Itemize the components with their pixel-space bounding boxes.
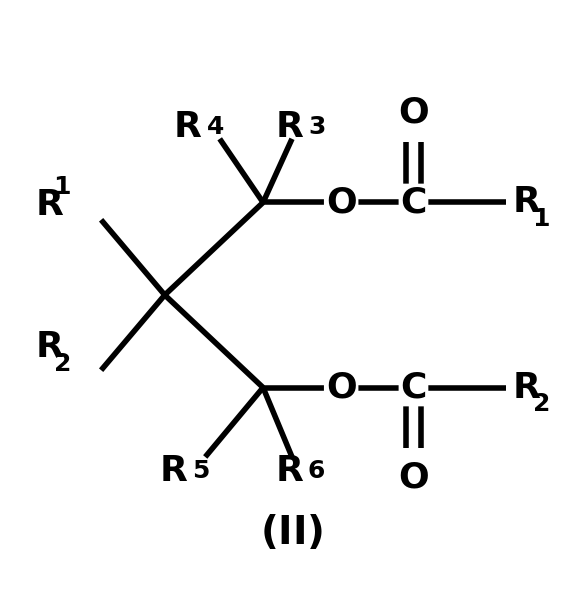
Text: $\mathbf{1}$: $\mathbf{1}$ [53,176,71,199]
Text: $\mathbf{3}$: $\mathbf{3}$ [308,116,325,139]
Text: $\mathbf{5}$: $\mathbf{5}$ [192,460,210,483]
Text: $\mathbf{R}$: $\mathbf{R}$ [274,110,304,144]
Text: $\mathbf{1}$: $\mathbf{1}$ [532,208,550,231]
Text: $\mathbf{O}$: $\mathbf{O}$ [326,185,357,219]
Text: $\mathbf{R}$: $\mathbf{R}$ [34,188,64,222]
Text: $\mathbf{2}$: $\mathbf{2}$ [532,394,550,417]
Text: $\mathbf{O}$: $\mathbf{O}$ [398,96,429,130]
Text: $\mathbf{R}$: $\mathbf{R}$ [512,371,541,405]
Text: $\mathbf{C}$: $\mathbf{C}$ [401,185,426,219]
Text: $\mathbf{R}$: $\mathbf{R}$ [274,454,304,489]
Text: $\mathbf{O}$: $\mathbf{O}$ [398,460,429,494]
Text: $\mathbf{C}$: $\mathbf{C}$ [401,371,426,405]
Text: $\mathbf{R}$: $\mathbf{R}$ [173,110,203,144]
Text: $\mathbf{R}$: $\mathbf{R}$ [512,185,541,219]
Text: $\mathbf{R}$: $\mathbf{R}$ [34,330,64,364]
Text: $\mathbf{(II)}$: $\mathbf{(II)}$ [260,513,324,552]
Text: $\mathbf{4}$: $\mathbf{4}$ [206,116,224,139]
Text: $\mathbf{O}$: $\mathbf{O}$ [326,371,357,405]
Text: $\mathbf{6}$: $\mathbf{6}$ [307,460,325,483]
Text: $\mathbf{2}$: $\mathbf{2}$ [53,353,71,376]
Text: $\mathbf{R}$: $\mathbf{R}$ [159,454,188,489]
